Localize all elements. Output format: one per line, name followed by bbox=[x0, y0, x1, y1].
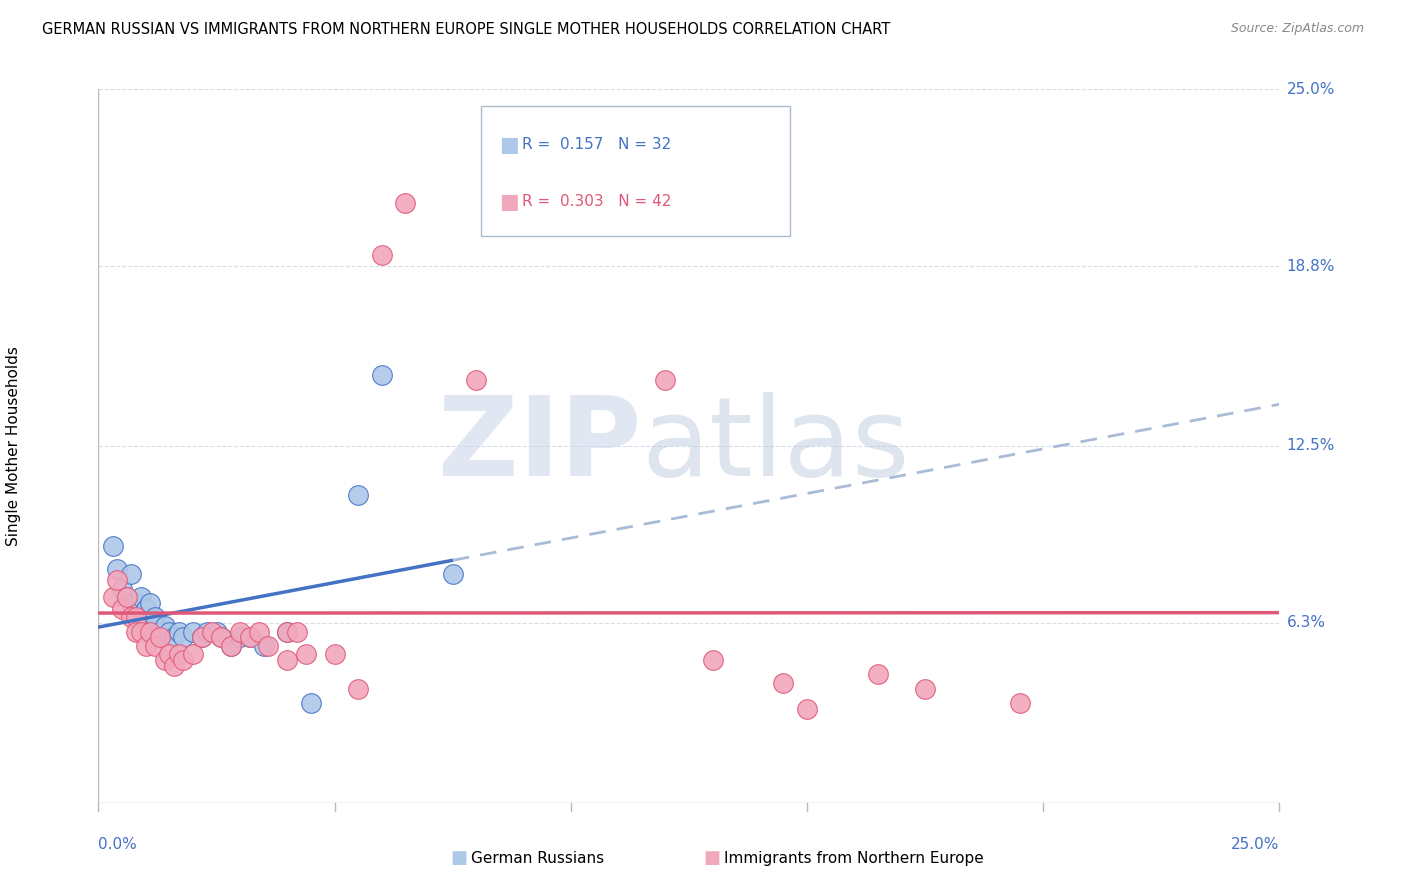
Point bbox=[914, 681, 936, 696]
Point bbox=[195, 624, 218, 639]
Point bbox=[157, 648, 180, 662]
Point bbox=[276, 653, 298, 667]
Point bbox=[121, 596, 143, 610]
Point bbox=[181, 624, 204, 639]
Text: ■: ■ bbox=[499, 192, 519, 211]
Point bbox=[866, 667, 889, 681]
Point bbox=[702, 653, 724, 667]
Point bbox=[276, 624, 298, 639]
Point bbox=[111, 582, 134, 596]
Point bbox=[796, 701, 818, 715]
Point bbox=[219, 639, 242, 653]
Point bbox=[441, 567, 464, 582]
Point bbox=[1008, 696, 1031, 710]
Point bbox=[149, 624, 172, 639]
Point bbox=[163, 630, 186, 644]
Point bbox=[101, 591, 124, 605]
Point bbox=[299, 696, 322, 710]
Point bbox=[229, 630, 252, 644]
Point bbox=[172, 630, 194, 644]
Point bbox=[371, 368, 394, 382]
Point bbox=[139, 624, 162, 639]
Point bbox=[129, 591, 152, 605]
Text: German Russians: German Russians bbox=[471, 851, 605, 865]
Text: Immigrants from Northern Europe: Immigrants from Northern Europe bbox=[724, 851, 984, 865]
Text: ■: ■ bbox=[703, 849, 720, 867]
Point bbox=[135, 639, 157, 653]
Point bbox=[209, 630, 232, 644]
Point bbox=[276, 624, 298, 639]
Point bbox=[101, 539, 124, 553]
Text: R =  0.157   N = 32: R = 0.157 N = 32 bbox=[522, 137, 671, 152]
Point bbox=[295, 648, 318, 662]
Point bbox=[323, 648, 346, 662]
Point bbox=[205, 624, 228, 639]
Text: 25.0%: 25.0% bbox=[1286, 82, 1334, 96]
Point bbox=[347, 487, 370, 501]
Point bbox=[115, 591, 138, 605]
Text: ■: ■ bbox=[499, 135, 519, 154]
Text: ■: ■ bbox=[450, 849, 467, 867]
Point bbox=[105, 573, 128, 587]
Point bbox=[129, 624, 152, 639]
Point bbox=[654, 373, 676, 387]
Point bbox=[143, 610, 166, 624]
Text: GERMAN RUSSIAN VS IMMIGRANTS FROM NORTHERN EUROPE SINGLE MOTHER HOUSEHOLDS CORRE: GERMAN RUSSIAN VS IMMIGRANTS FROM NORTHE… bbox=[42, 22, 890, 37]
Point bbox=[121, 610, 143, 624]
Point bbox=[253, 639, 276, 653]
Point bbox=[143, 639, 166, 653]
Point bbox=[163, 658, 186, 673]
Point bbox=[172, 653, 194, 667]
Text: 12.5%: 12.5% bbox=[1286, 439, 1334, 453]
Text: Source: ZipAtlas.com: Source: ZipAtlas.com bbox=[1230, 22, 1364, 36]
Point bbox=[135, 601, 157, 615]
Point bbox=[229, 624, 252, 639]
Point bbox=[239, 630, 262, 644]
Text: atlas: atlas bbox=[641, 392, 910, 500]
Point bbox=[143, 619, 166, 633]
Point bbox=[125, 610, 148, 624]
Point bbox=[394, 196, 416, 211]
Text: Single Mother Households: Single Mother Households bbox=[6, 346, 21, 546]
Point bbox=[201, 624, 224, 639]
Point bbox=[111, 601, 134, 615]
Point bbox=[139, 596, 162, 610]
Text: 25.0%: 25.0% bbox=[1232, 837, 1279, 852]
Point bbox=[772, 676, 794, 690]
Point bbox=[257, 639, 280, 653]
Text: 0.0%: 0.0% bbox=[98, 837, 138, 852]
Point bbox=[209, 630, 232, 644]
Text: 18.8%: 18.8% bbox=[1286, 259, 1334, 274]
Point bbox=[167, 648, 190, 662]
Point bbox=[371, 248, 394, 262]
Point bbox=[153, 653, 176, 667]
Point bbox=[219, 639, 242, 653]
Point bbox=[125, 596, 148, 610]
Point bbox=[239, 630, 262, 644]
Point bbox=[465, 373, 488, 387]
Point bbox=[153, 619, 176, 633]
Point bbox=[115, 591, 138, 605]
Text: ZIP: ZIP bbox=[439, 392, 641, 500]
Text: 6.3%: 6.3% bbox=[1286, 615, 1326, 631]
Point bbox=[285, 624, 308, 639]
Point bbox=[105, 562, 128, 576]
Point bbox=[157, 624, 180, 639]
Text: R =  0.303   N = 42: R = 0.303 N = 42 bbox=[522, 194, 671, 209]
Point bbox=[347, 681, 370, 696]
Point bbox=[121, 567, 143, 582]
Point bbox=[191, 630, 214, 644]
Point bbox=[181, 648, 204, 662]
Point bbox=[167, 624, 190, 639]
Point bbox=[125, 624, 148, 639]
Point bbox=[191, 630, 214, 644]
Point bbox=[247, 624, 270, 639]
Point bbox=[149, 630, 172, 644]
